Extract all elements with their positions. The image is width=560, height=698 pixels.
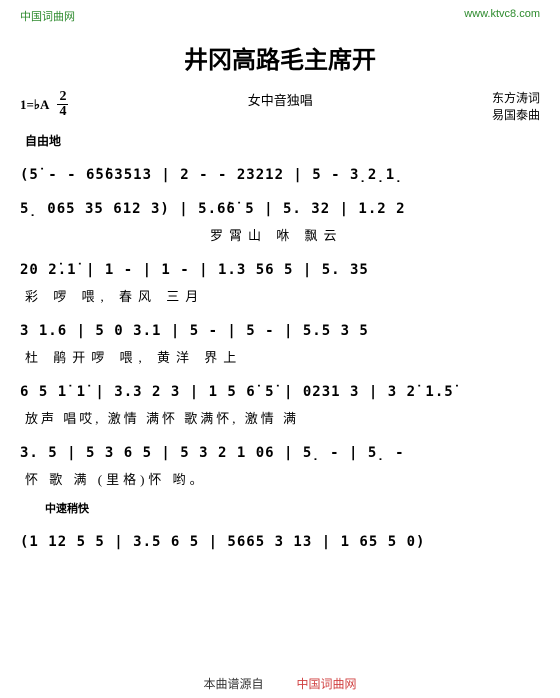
- key-time-signature: 1=♭A 2 4: [20, 90, 68, 119]
- time-top: 2: [57, 90, 68, 105]
- lyrics-line-4: 杜 鹃开啰 喂, 黄洋 界上: [20, 347, 540, 366]
- tempo-initial: 自由地: [25, 132, 540, 149]
- score-line-2: 5̣ 065 35 612 3) | 5.6̇6̇ 5 | 5. 32 | 1.…: [20, 201, 540, 217]
- music-row-4: 3 1.6 | 5 0 3.1 | 5 - | 5 - | 5.5 3 5 杜 …: [20, 323, 540, 366]
- music-row-5: 6 5 1̇ 1̇ | 3.3 2 3 | 1 5 6̇ 5̇ | 0231 3…: [20, 384, 540, 427]
- composer: 易国泰曲: [492, 107, 540, 124]
- time-bot: 4: [57, 105, 68, 119]
- score-line-4: 3 1.6 | 5 0 3.1 | 5 - | 5 - | 5.5 3 5: [20, 323, 540, 339]
- music-row-7: (1 12 5 5 | 3.5 6 5 | 5665 3 13 | 1 65 5…: [20, 534, 540, 550]
- score-line-1: (5̇ - - 6̇5̇63513 | 2 - - 23212 | 5 - 3̣…: [20, 167, 540, 183]
- footer-source-label: 本曲谱源自: [203, 677, 263, 691]
- score-line-5: 6 5 1̇ 1̇ | 3.3 2 3 | 1 5 6̇ 5̇ | 0231 3…: [20, 384, 540, 400]
- lyrics-line-2: 罗霄山 咻 飘云: [20, 225, 540, 244]
- score-line-3: 20 2̇.1̇ | 1 - | 1 - | 1.3 56 5 | 5. 35: [20, 262, 540, 278]
- lyrics-line-5: 放声 唱哎, 激情 满怀 歌满怀, 激情 满: [20, 408, 540, 427]
- music-row-2: 5̣ 065 35 612 3) | 5.6̇6̇ 5 | 5. 32 | 1.…: [20, 201, 540, 244]
- score-line-6: 3. 5 | 5 3 6 5 | 5 3 2 1 06 | 5̣ - | 5̣ …: [20, 445, 540, 461]
- subtitle: 女中音独唱: [248, 90, 313, 109]
- lyrics-line-3: 彩 啰 喂, 春风 三月: [20, 286, 540, 305]
- song-title: 井冈高路毛主席开: [20, 40, 540, 75]
- key-label: 1=♭A: [20, 97, 49, 113]
- music-row-1: (5̇ - - 6̇5̇63513 | 2 - - 23212 | 5 - 3̣…: [20, 167, 540, 183]
- watermark-left: 中国词曲网: [20, 8, 75, 24]
- time-signature: 2 4: [57, 90, 68, 119]
- music-row-3: 20 2̇.1̇ | 1 - | 1 - | 1.3 56 5 | 5. 35 …: [20, 262, 540, 305]
- watermark-right: www.ktvc8.com: [464, 8, 540, 20]
- footer-source-name: 中国词曲网: [297, 677, 357, 691]
- score-line-7: (1 12 5 5 | 3.5 6 5 | 5665 3 13 | 1 65 5…: [20, 534, 540, 550]
- header-row: 1=♭A 2 4 女中音独唱 东方涛词 易国泰曲: [20, 90, 540, 124]
- lyrics-line-6: 怀 歌 满 (里格)怀 哟。: [20, 469, 540, 488]
- footer: 本曲谱源自 中国词曲网: [0, 675, 560, 692]
- music-row-6: 3. 5 | 5 3 6 5 | 5 3 2 1 06 | 5̣ - | 5̣ …: [20, 445, 540, 488]
- lyricist: 东方涛词: [492, 90, 540, 107]
- tempo-mid: 中速稍快: [45, 500, 540, 516]
- credits: 东方涛词 易国泰曲: [492, 90, 540, 124]
